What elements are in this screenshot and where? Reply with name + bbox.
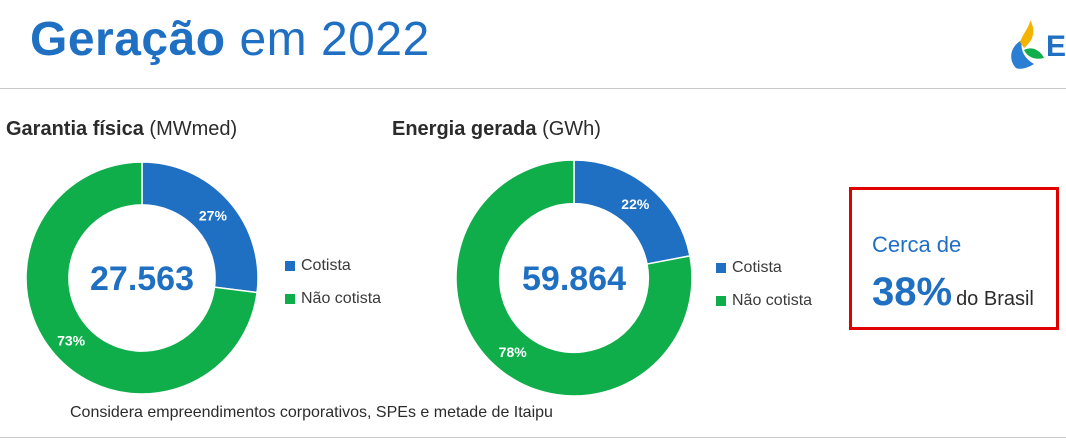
footnote: Considera empreendimentos corporativos, … [70,404,553,421]
logo-letter: E [1046,30,1066,63]
chart2-unit: (GWh) [542,118,601,140]
chart1-title-text: Garantia física [6,118,144,140]
chart2-donut: 22% 78% 59.864 [455,159,693,397]
brand-logo-icon [1011,20,1044,69]
chart1-donut: 27% 73% 27.563 [25,161,259,395]
center-total-value: 59.864 [522,260,626,298]
callout-line1: Cerca de [872,232,962,257]
callout-line2: 38% do Brasil [872,270,1034,315]
donut-slice-nao-cotista [455,159,693,397]
nao-cotista-swatch [716,296,726,306]
chart2-legend-item-cotista: Cotista [716,258,812,278]
donut-slice-cotista [573,159,691,265]
chart1-title: Garantia física (MWmed) [6,118,237,141]
callout-rest: do Brasil [956,288,1034,310]
page-title: Geração em 2022 [30,12,430,67]
nao-cotista-swatch [285,294,295,304]
chart1-legend: Cotista Não cotista [285,256,381,322]
legend-label-nao-cotista: Não cotista [301,290,382,307]
chart2-legend-item-nao-cotista: Não cotista [716,291,812,311]
header-divider [0,88,1066,89]
chart1-unit: (MWmed) [149,118,238,140]
legend-label-cotista: Cotista [732,259,782,276]
donut-slice-nao-cotista [25,161,258,395]
legend-label-nao-cotista: Não cotista [732,292,813,309]
cotista-swatch [716,263,726,273]
chart2-title: Energia gerada (GWh) [392,118,601,141]
footer-divider [0,437,1066,438]
highlight-callout: Cerca de 38% do Brasil [849,187,1059,330]
title-rest: em 2022 [225,13,430,66]
center-total-value: 27.563 [90,260,194,298]
slice-label-cotista: 22% [621,196,650,212]
chart1-legend-item-nao-cotista: Não cotista [285,289,381,309]
slice-label-nao-cotista: 73% [57,333,86,349]
callout-percent: 38% [872,270,953,314]
cotista-swatch [285,261,295,271]
chart2-legend: Cotista Não cotista [716,258,812,324]
legend-label-cotista: Cotista [301,257,351,274]
chart1-legend-item-cotista: Cotista [285,256,381,276]
slice-label-cotista: 27% [199,207,228,223]
chart2-title-text: Energia gerada [392,118,537,140]
title-bold: Geração [30,13,226,66]
slice-label-nao-cotista: 78% [499,344,528,360]
